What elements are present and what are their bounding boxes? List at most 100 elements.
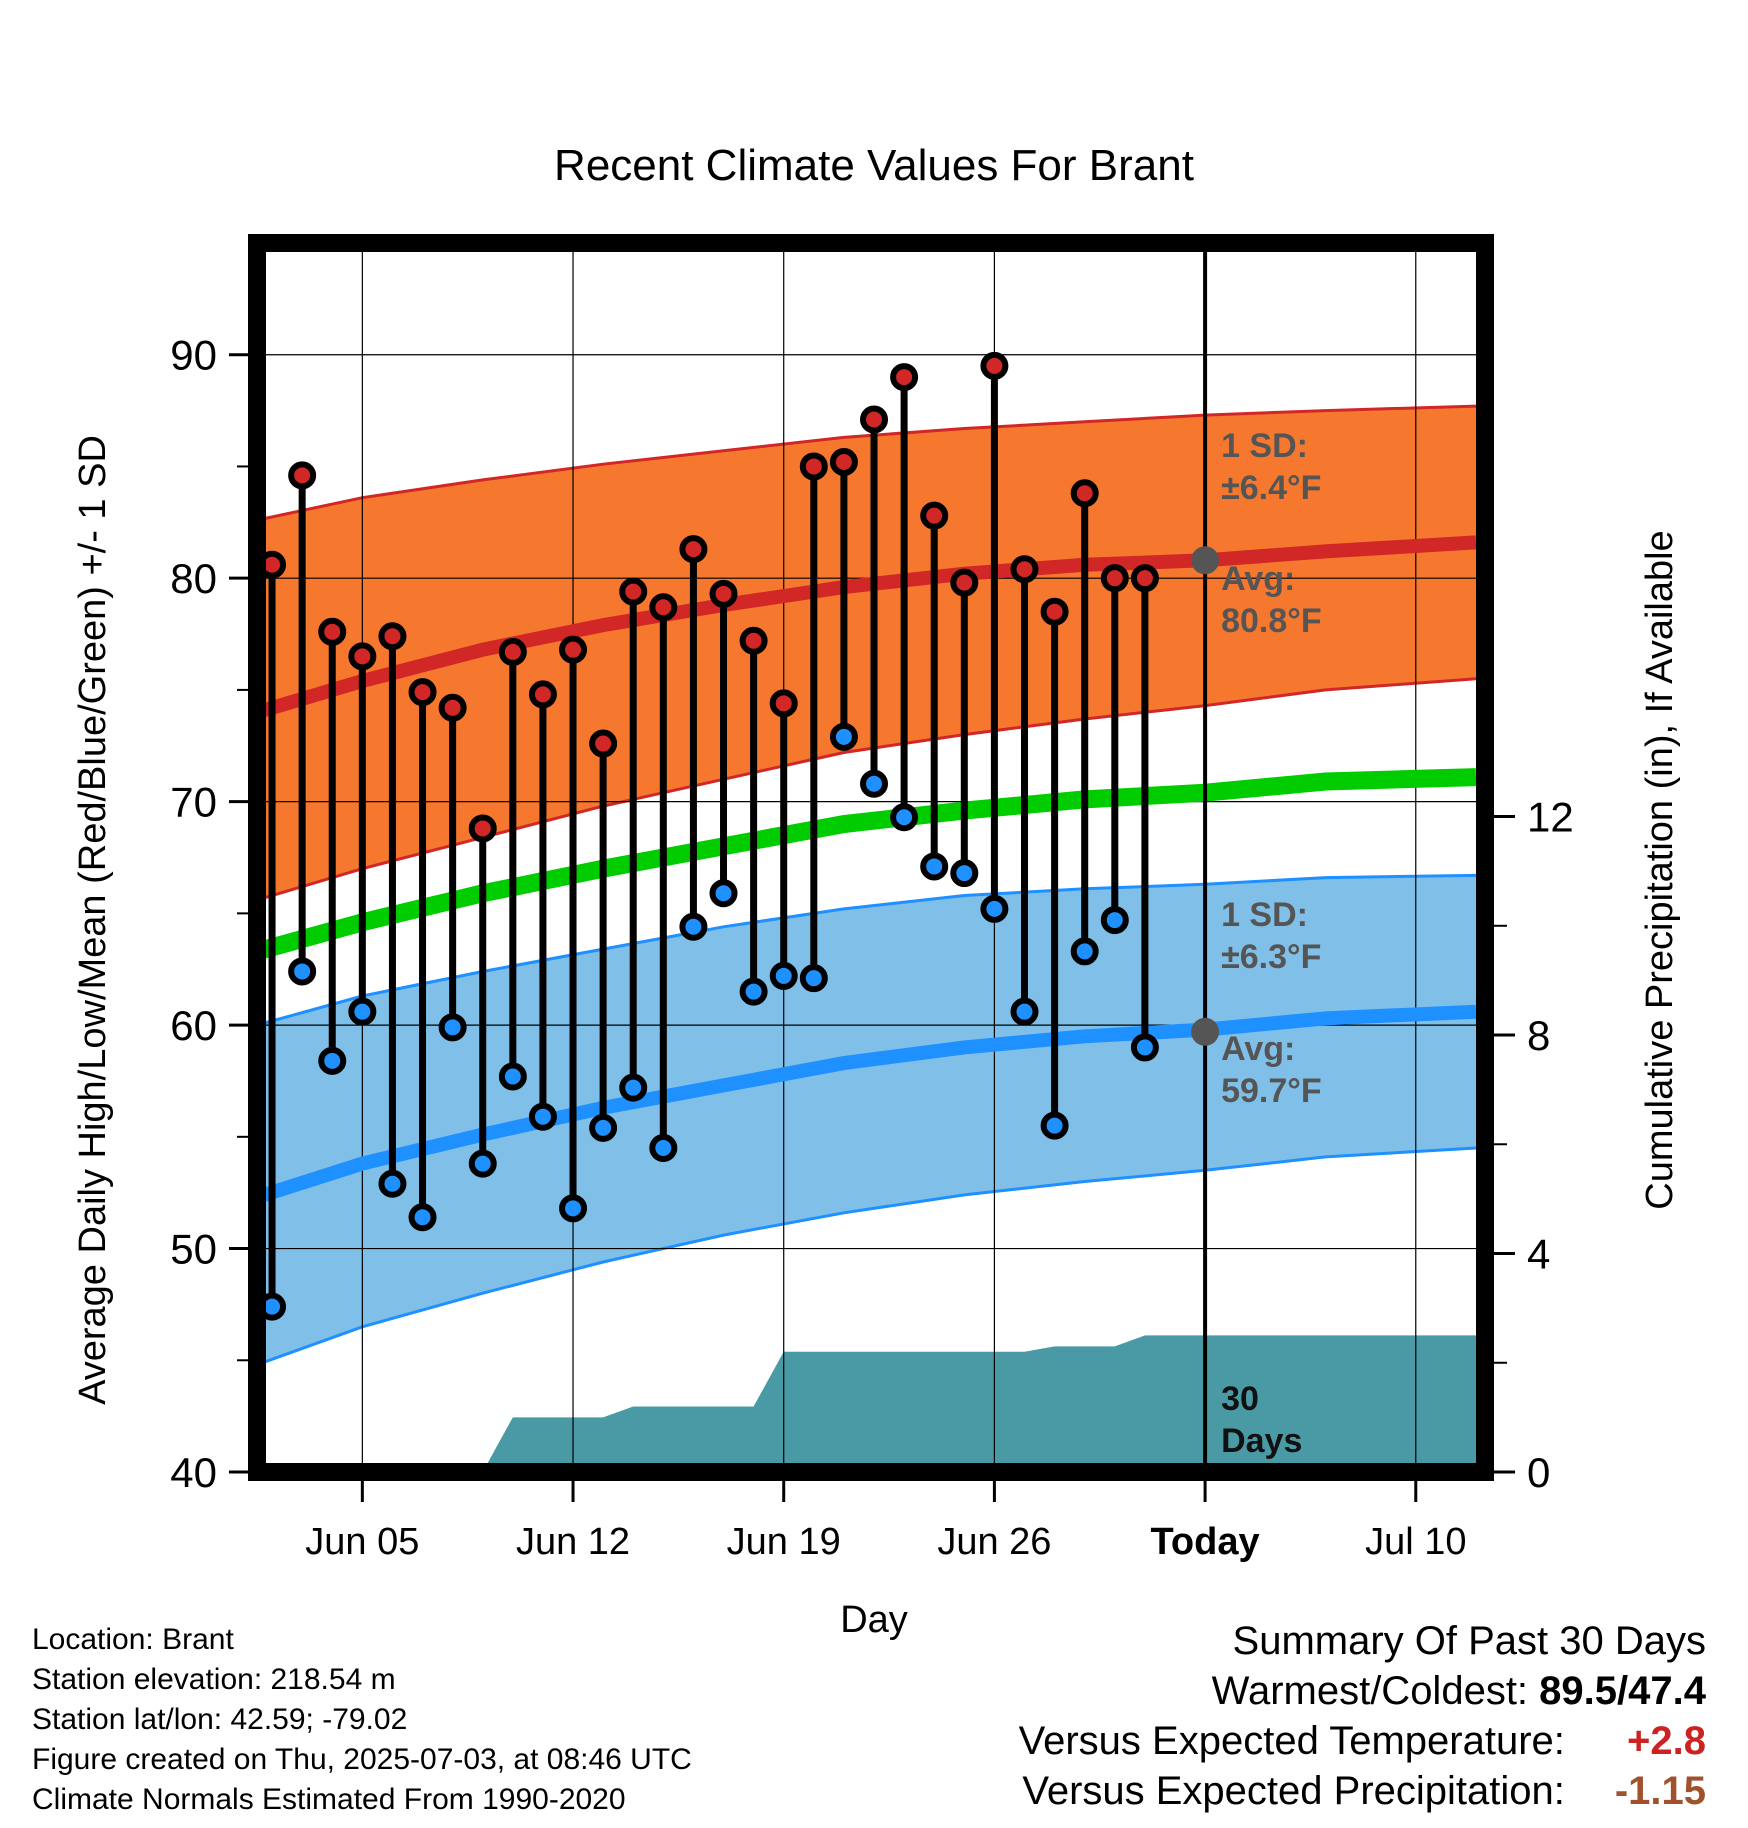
- daily-low-point: [950, 859, 979, 888]
- today-avg-low-marker: [1191, 1017, 1220, 1046]
- daily-low-point: [1100, 906, 1129, 935]
- precipitation-area: [257, 1335, 1485, 1472]
- daily-high-point: [709, 579, 738, 608]
- y-right-tick-label: 8: [1527, 1012, 1550, 1059]
- today-avg-high-marker: [1191, 546, 1220, 575]
- y-axis-right-label: Cumulative Precipitation (in), If Availa…: [1639, 530, 1681, 1209]
- daily-low-point: [438, 1013, 467, 1042]
- daily-low-point: [860, 769, 889, 798]
- summary-warmest-coldest: Warmest/Coldest: 89.5/47.4: [1019, 1666, 1706, 1716]
- high-sd-upper-edge: [257, 404, 1477, 522]
- x-tick-label: Jul 10: [1365, 1521, 1466, 1563]
- y-axis-left-label: Average Daily High/Low/Mean (Red/Blue/Gr…: [72, 435, 114, 1405]
- daily-high-point: [1040, 597, 1069, 626]
- daily-low-point: [739, 977, 768, 1006]
- daily-low-point: [378, 1169, 407, 1198]
- daily-high-point: [589, 729, 618, 758]
- y-left-tick-label: 90: [170, 332, 217, 379]
- daily-high-point: [860, 405, 889, 434]
- y-right-tick-label: 0: [1527, 1449, 1550, 1496]
- daily-high-point: [829, 447, 858, 476]
- daily-high-point: [378, 622, 407, 651]
- x-tick-label: Jun 19: [727, 1521, 841, 1563]
- daily-low-point: [920, 852, 949, 881]
- daily-high-point: [739, 626, 768, 655]
- x-axis-label: Day: [840, 1599, 908, 1641]
- warmest-coldest-label: Warmest/Coldest:: [1211, 1669, 1529, 1713]
- summary-panel: Summary Of Past 30 Days Warmest/Coldest:…: [1019, 1616, 1706, 1816]
- daily-high-point: [799, 452, 828, 481]
- precipitation-departure-value: -1.15: [1614, 1769, 1706, 1813]
- daily-high-point: [679, 535, 708, 564]
- station-latlon: Station lat/lon: 42.59; -79.02: [32, 1703, 408, 1736]
- daily-high-point: [769, 689, 798, 718]
- y-left-tick-label: 70: [170, 779, 217, 826]
- daily-low-point: [528, 1102, 557, 1131]
- daily-low-point: [890, 803, 919, 832]
- low-sd-lower-edge: [257, 1146, 1477, 1367]
- daily-low-point: [1070, 937, 1099, 966]
- figure-created: Figure created on Thu, 2025-07-03, at 08…: [32, 1743, 692, 1776]
- daily-low-point: [799, 964, 828, 993]
- summary-temperature: Versus Expected Temperature: +2.8: [1019, 1716, 1706, 1766]
- temperature-departure-label: Versus Expected Temperature:: [1018, 1719, 1565, 1763]
- precipitation-departure-label: Versus Expected Precipitation:: [1022, 1769, 1565, 1813]
- daily-low-point: [1010, 997, 1039, 1026]
- daily-high-point: [348, 642, 377, 671]
- high-sd-annotation: 1 SD: ±6.4°F: [1221, 427, 1321, 507]
- daily-high-point: [498, 637, 527, 666]
- low-avg-annotation: Avg: 59.7°F: [1221, 1030, 1322, 1110]
- daily-low-point: [318, 1046, 347, 1075]
- low-sd-annotation: 1 SD: ±6.3°F: [1221, 896, 1321, 976]
- daily-high-point: [1010, 555, 1039, 584]
- y-left-tick-label: 50: [170, 1226, 217, 1273]
- x-tick-label: Today: [1151, 1521, 1260, 1563]
- daily-low-point: [980, 894, 1009, 923]
- summary-heading: Summary Of Past 30 Days: [1232, 1619, 1706, 1663]
- plot-interior: 1 SD: ±6.4°F Avg: 80.8°F 1 SD: ±6.3°F Avg: 59.7…: [257, 243, 1485, 1472]
- daily-high-point: [950, 568, 979, 597]
- plot-area: 1 SD: ±6.4°F Avg: 80.8°F 1 SD: ±6.3°F Avg: 59.7…: [170, 234, 1574, 1563]
- daily-high-point: [1100, 564, 1129, 593]
- daily-high-point: [890, 363, 919, 392]
- daily-high-point: [288, 461, 317, 490]
- y-left-tick-label: 60: [170, 1002, 217, 1049]
- station-info: Location: Brant Station elevation: 218.5…: [32, 1620, 692, 1820]
- daily-high-point: [649, 593, 678, 622]
- daily-low-point: [468, 1149, 497, 1178]
- y-left-tick-label: 80: [170, 555, 217, 602]
- daily-low-point: [679, 912, 708, 941]
- plot-frame: [248, 234, 1494, 1481]
- daily-low-point: [709, 879, 738, 908]
- daily-high-point: [318, 617, 347, 646]
- high-sd-band: [257, 406, 1476, 900]
- daily-low-point: [769, 961, 798, 990]
- daily-low-point: [1040, 1111, 1069, 1140]
- daily-low-point: [408, 1203, 437, 1232]
- y-right-tick-label: 12: [1527, 794, 1574, 841]
- x-tick-label: Jun 26: [937, 1521, 1051, 1563]
- daily-low-point: [619, 1073, 648, 1102]
- daily-low-point: [829, 722, 858, 751]
- station-location: Location: Brant: [32, 1623, 234, 1656]
- daily-low-point: [649, 1133, 678, 1162]
- daily-low-point: [348, 997, 377, 1026]
- daily-high-point: [408, 678, 437, 707]
- daily-low-point: [498, 1062, 527, 1091]
- station-elevation: Station elevation: 218.54 m: [32, 1663, 396, 1696]
- daily-high-point: [438, 693, 467, 722]
- daily-high-point: [980, 351, 1009, 380]
- normal-low-line: [257, 1004, 1477, 1204]
- daily-high-point: [559, 635, 588, 664]
- daily-high-point: [528, 680, 557, 709]
- x-tick-label: Jun 12: [516, 1521, 630, 1563]
- daily-low-point: [559, 1194, 588, 1223]
- warmest-coldest-value: 89.5/47.4: [1539, 1669, 1706, 1713]
- precip-window-annotation: 30 Days: [1221, 1380, 1302, 1460]
- climate-normals-period: Climate Normals Estimated From 1990-2020: [32, 1783, 626, 1816]
- chart-title: Recent Climate Values For Brant: [554, 141, 1194, 190]
- temperature-departure-value: +2.8: [1627, 1719, 1706, 1763]
- y-left-tick-label: 40: [170, 1449, 217, 1496]
- daily-low-point: [589, 1113, 618, 1142]
- daily-low-point: [288, 957, 317, 986]
